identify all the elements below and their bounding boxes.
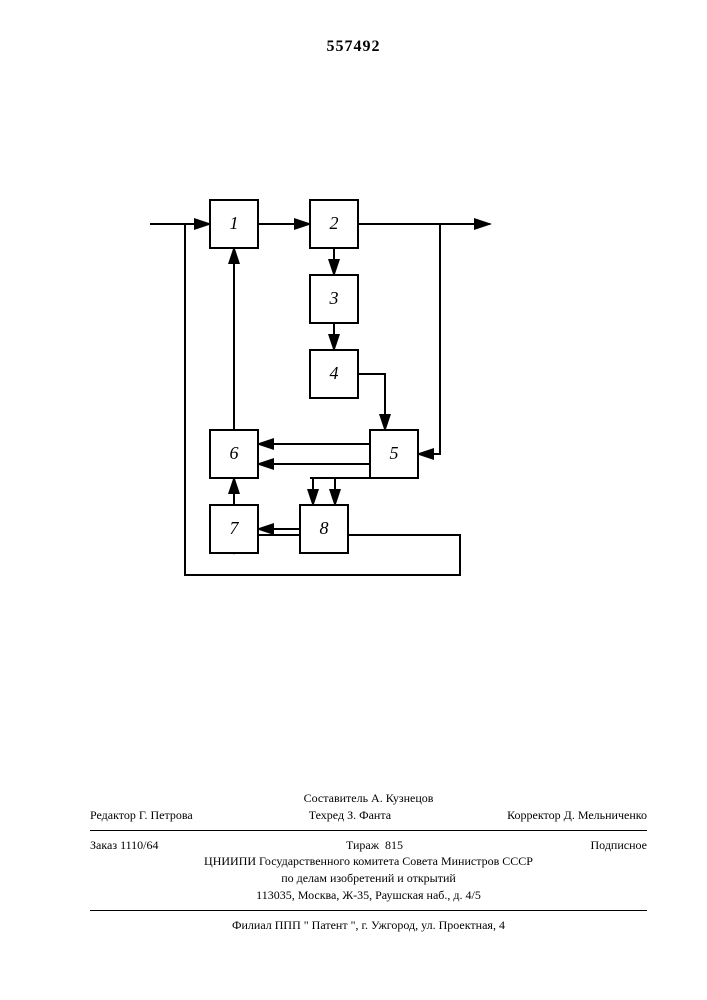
org-line3: 113035, Москва, Ж-35, Раушская наб., д. … [90,887,647,904]
footer-block: Составитель А. Кузнецов Редактор Г. Петр… [90,790,647,934]
svg-text:2: 2 [330,213,339,233]
block-6: 6 [210,430,258,478]
block-1: 1 [210,200,258,248]
page: 557492 1 2 3 4 5 6 7 8 Составитель А. Кузнецов … [0,0,707,1000]
svg-text:8: 8 [320,518,329,538]
block-2: 2 [310,200,358,248]
org-line1: ЦНИИПИ Государственного комитета Совета … [90,853,647,870]
corrector: Корректор Д. Мельниченко [507,807,647,824]
subscription: Подписное [591,837,648,854]
editor: Редактор Г. Петрова [90,807,193,824]
edge-4-to-5 [358,374,385,430]
org-line2: по делам изобретений и открытий [90,870,647,887]
edge-out-to-5 [418,224,440,454]
block-3: 3 [310,275,358,323]
block-8: 8 [300,505,348,553]
svg-text:5: 5 [390,443,399,463]
order: Заказ 1110/64 [90,837,159,854]
svg-text:7: 7 [230,518,240,538]
svg-text:4: 4 [330,363,339,383]
compiler-line: Составитель А. Кузнецов [90,790,647,807]
svg-text:1: 1 [230,213,239,233]
svg-text:6: 6 [230,443,239,463]
block-diagram: 1 2 3 4 5 6 7 8 [0,60,707,660]
block-7: 7 [210,505,258,553]
techred: Техред З. Фанта [309,807,391,824]
block-5: 5 [370,430,418,478]
tirazh: Тираж 815 [346,837,403,854]
branch-line: Филиал ППП " Патент ", г. Ужгород, ул. П… [90,917,647,934]
svg-text:3: 3 [329,288,339,308]
block-4: 4 [310,350,358,398]
patent-number: 557492 [0,38,707,56]
